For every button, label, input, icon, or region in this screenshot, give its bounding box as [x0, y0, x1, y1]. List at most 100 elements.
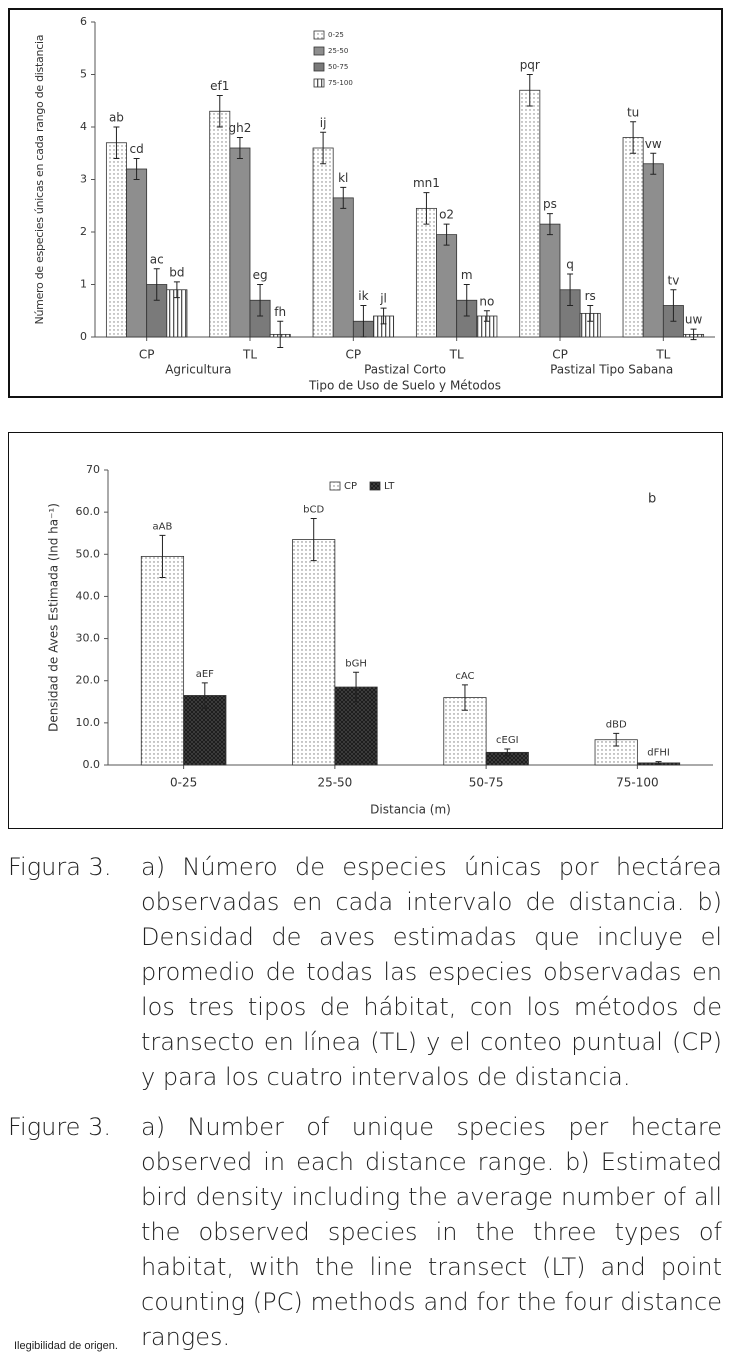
y-tick-label: 10.0	[76, 716, 101, 729]
letter-label: tu	[627, 105, 639, 119]
x-tick-label: CP	[139, 348, 155, 362]
x-tick-label: TL	[242, 348, 257, 362]
letter-label: vw	[645, 137, 662, 151]
bar	[332, 197, 354, 338]
letter-label: o2	[439, 208, 454, 222]
y-tick-label: 50.0	[76, 547, 101, 560]
bar	[642, 163, 664, 338]
error-bar	[277, 320, 284, 348]
error-bar	[546, 213, 553, 236]
caption-label: Figure 3.	[8, 1113, 111, 1141]
caption-text: a) Número de especies únicas por hectáre…	[141, 853, 722, 1091]
letter-label: eg	[253, 268, 268, 282]
y-tick-label: 40.0	[76, 589, 101, 602]
error-bar	[443, 223, 450, 246]
legend-label: 0-25	[328, 31, 344, 39]
letter-label: aEF	[196, 669, 214, 680]
error-bar	[173, 281, 180, 299]
error-bar	[216, 95, 223, 128]
x-tick-label: CP	[346, 348, 362, 362]
y-tick-label: 4	[80, 120, 87, 133]
x-axis-title: Distancia (m)	[370, 803, 451, 817]
error-bar	[113, 126, 120, 159]
legend-swatch	[313, 46, 325, 56]
error-bar	[236, 137, 243, 159]
y-tick-label: 70	[86, 463, 100, 476]
group-label: Agricultura	[165, 363, 231, 377]
bar	[105, 142, 127, 338]
error-bar	[423, 192, 430, 225]
letter-label: ik	[358, 289, 368, 303]
caption-label: Figura 3.	[8, 853, 112, 881]
letter-label: dBD	[606, 719, 627, 730]
y-tick-label: 0	[80, 330, 87, 343]
y-tick-label: 2	[80, 225, 87, 238]
footer: Ilegibilidad de origen.	[14, 1340, 118, 1352]
error-bar	[353, 671, 360, 703]
error-bar	[380, 307, 387, 325]
y-tick-label: 60.0	[76, 505, 101, 518]
letter-label: ij	[320, 116, 327, 130]
letter-label: pqr	[520, 58, 540, 72]
error-bar	[690, 328, 697, 341]
letter-label: jl	[379, 292, 387, 306]
error-bar	[153, 268, 160, 301]
letter-label: kl	[338, 171, 348, 185]
y-tick-label: 0.0	[83, 758, 101, 771]
letter-label: cd	[129, 142, 143, 156]
error-bar	[587, 305, 594, 322]
letter-label: rs	[585, 289, 596, 303]
bar	[126, 168, 148, 338]
letter-label: uw	[685, 313, 703, 327]
y-tick-label: 5	[80, 68, 87, 81]
y-tick-label: 3	[80, 173, 87, 186]
caption-es: Figura 3. a) Número de especies únicas p…	[8, 850, 722, 1095]
legend-label: 75-100	[328, 79, 353, 87]
letter-label: ab	[109, 111, 124, 125]
x-tick-label: 0-25	[170, 776, 197, 790]
bar	[539, 223, 561, 338]
y-tick-label: 6	[80, 15, 87, 28]
letter-label: bGH	[345, 658, 367, 669]
legend-swatch	[313, 30, 325, 40]
bar	[436, 234, 458, 338]
error-bar	[320, 131, 327, 165]
letter-label: ps	[543, 197, 557, 211]
legend-swatch	[329, 481, 341, 491]
error-bar	[655, 761, 662, 765]
letter-label: cAC	[455, 671, 474, 682]
caption-text: a) Number of unique species per hectare …	[141, 1113, 722, 1351]
y-axis-title: Densidad de Aves Estimada (Ind ha⁻¹)	[47, 503, 61, 732]
legend-label: LT	[384, 481, 395, 492]
caption-en: Figure 3. a) Number of unique species pe…	[8, 1110, 722, 1355]
letter-label: ac	[150, 252, 164, 266]
x-tick-label: TL	[449, 348, 464, 362]
bar	[415, 207, 437, 338]
y-axis-title: Número de especies únicas en cada rango …	[33, 35, 46, 325]
letter-label: bCD	[303, 504, 324, 515]
letter-label: tv	[668, 273, 680, 287]
chart-b: 0.0 10.0 20.0 30.0 40.0 50.0 60.0 70 0-25 aAB aEF 2…	[8, 432, 723, 829]
bar	[292, 539, 336, 766]
x-tick-label: TL	[655, 348, 670, 362]
letter-label: aAB	[153, 521, 173, 532]
annotation: b	[648, 492, 656, 507]
letter-label: no	[479, 294, 494, 308]
error-bar	[526, 74, 533, 107]
x-tick-label: CP	[552, 348, 568, 362]
letter-label: ef1	[210, 79, 229, 93]
letter-label: m	[461, 268, 473, 282]
legend-swatch	[369, 481, 381, 491]
error-bar	[201, 682, 208, 709]
error-bar	[650, 152, 657, 175]
legend-label: 25-50	[328, 47, 348, 55]
bar	[312, 147, 334, 338]
error-bar	[463, 284, 470, 317]
error-bar	[567, 273, 574, 306]
bar	[140, 555, 185, 766]
error-bar	[257, 284, 264, 317]
error-bar	[504, 748, 511, 757]
error-bar	[340, 186, 347, 209]
legend-label: 50-75	[328, 63, 348, 71]
